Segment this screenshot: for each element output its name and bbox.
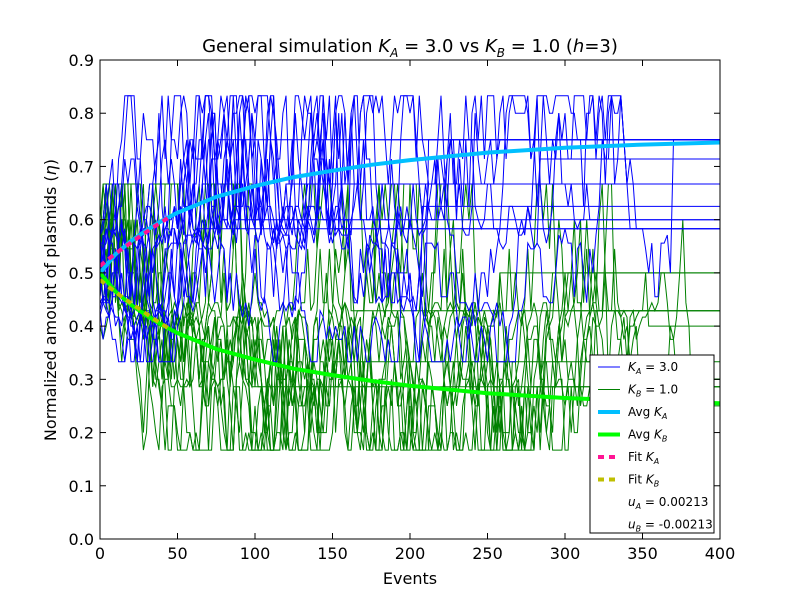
simulation-run-ka <box>100 95 720 362</box>
y-axis-label: Normalized amount of plasmids (η) <box>41 159 60 441</box>
legend-label: uA = 0.00213 <box>628 495 708 511</box>
y-axis-ticks: 0.0 0.1 0.2 0.3 0.4 0.5 0.6 0.7 0.8 0.9 <box>69 51 720 549</box>
legend-label: KA = 3.0 <box>628 360 678 376</box>
x-tick-label: 150 <box>317 544 348 563</box>
chart-title: General simulation KA = 3.0 vs KB = 1.0 … <box>202 36 618 60</box>
x-axis-label: Events <box>383 569 437 588</box>
y-tick-label: 0.9 <box>69 51 94 70</box>
legend-entry: uA = 0.00213 <box>628 495 708 511</box>
legend-box <box>589 354 715 534</box>
legend-entry: Fit KB <box>598 473 659 489</box>
legend-label: Fit KB <box>628 473 659 489</box>
legend-label: Avg KA <box>628 405 667 421</box>
simulation-run-kb <box>100 183 720 451</box>
x-tick-label: 400 <box>705 544 736 563</box>
simulation-run-ka <box>100 95 720 363</box>
y-tick-label: 0.4 <box>69 317 94 336</box>
simulation-run-kb <box>100 183 720 451</box>
legend-label: KB = 1.0 <box>628 383 678 399</box>
y-tick-label: 0.5 <box>69 264 94 283</box>
legend-entry: Avg KA <box>598 405 667 421</box>
legend-entry: Avg KB <box>598 428 667 444</box>
legend-label: Fit KA <box>628 450 659 466</box>
legend-label: uB = -0.00213 <box>628 518 713 534</box>
legend-entry: KA = 3.0 <box>598 360 678 376</box>
legend-entry: uB = -0.00213 <box>628 518 713 534</box>
x-tick-label: 350 <box>627 544 658 563</box>
x-tick-label: 100 <box>240 544 271 563</box>
y-tick-label: 0.6 <box>69 211 94 230</box>
y-tick-label: 0.8 <box>69 104 94 123</box>
simulation-run-ka <box>100 95 720 318</box>
x-tick-label: 300 <box>550 544 581 563</box>
x-tick-label: 200 <box>395 544 426 563</box>
y-tick-label: 0.1 <box>69 477 94 496</box>
simulation-runs-kb <box>100 183 720 451</box>
simulation-run-ka <box>100 219 720 363</box>
fit-ka-line <box>100 214 171 268</box>
legend-entry: KB = 1.0 <box>598 383 678 399</box>
x-axis-ticks: 0 50 100 150 200 250 300 350 400 <box>95 60 735 563</box>
y-tick-label: 0.2 <box>69 424 94 443</box>
fit-kb-line <box>100 278 171 331</box>
y-tick-label: 0.7 <box>69 157 94 176</box>
simulation-run-kb <box>100 183 720 451</box>
simulation-run-ka <box>100 95 720 363</box>
x-tick-label: 250 <box>472 544 503 563</box>
x-tick-label: 50 <box>167 544 187 563</box>
legend-entry: Fit KA <box>598 450 659 466</box>
legend-label: Avg KB <box>628 428 667 444</box>
y-tick-label: 0.0 <box>69 530 94 549</box>
y-tick-label: 0.3 <box>69 370 94 389</box>
x-tick-label: 0 <box>95 544 105 563</box>
legend: KA = 3.0 KB = 1.0 Avg KA Avg KB Fit KA Fit KB… <box>589 354 715 534</box>
fit-series <box>100 214 171 331</box>
